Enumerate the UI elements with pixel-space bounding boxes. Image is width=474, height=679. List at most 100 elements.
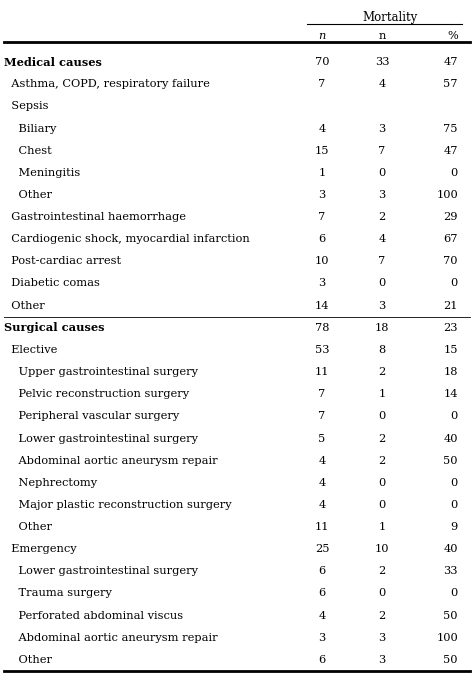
Text: Major plastic reconstruction surgery: Major plastic reconstruction surgery xyxy=(4,500,232,510)
Text: 21: 21 xyxy=(444,301,458,311)
Text: 50: 50 xyxy=(444,456,458,466)
Text: Nephrectomy: Nephrectomy xyxy=(4,478,97,488)
Text: 4: 4 xyxy=(319,124,326,134)
Text: 6: 6 xyxy=(319,589,326,598)
Text: 50: 50 xyxy=(444,655,458,665)
Text: 1: 1 xyxy=(378,389,386,399)
Text: Peripheral vascular surgery: Peripheral vascular surgery xyxy=(4,411,179,422)
Text: 0: 0 xyxy=(378,500,386,510)
Text: Sepsis: Sepsis xyxy=(4,101,48,111)
Text: 0: 0 xyxy=(451,278,458,289)
Text: 18: 18 xyxy=(444,367,458,377)
Text: 4: 4 xyxy=(378,234,386,244)
Text: 5: 5 xyxy=(319,433,326,443)
Text: 33: 33 xyxy=(375,57,389,67)
Text: 2: 2 xyxy=(378,566,386,576)
Text: 2: 2 xyxy=(378,212,386,222)
Text: 14: 14 xyxy=(315,301,329,311)
Text: 6: 6 xyxy=(319,234,326,244)
Text: 4: 4 xyxy=(319,500,326,510)
Text: 4: 4 xyxy=(378,79,386,89)
Text: 23: 23 xyxy=(444,323,458,333)
Text: Perforated abdominal viscus: Perforated abdominal viscus xyxy=(4,610,183,621)
Text: 3: 3 xyxy=(319,633,326,643)
Text: Elective: Elective xyxy=(4,345,57,355)
Text: 57: 57 xyxy=(444,79,458,89)
Text: 0: 0 xyxy=(451,500,458,510)
Text: 0: 0 xyxy=(378,168,386,178)
Text: 100: 100 xyxy=(436,190,458,200)
Text: 4: 4 xyxy=(319,478,326,488)
Text: 2: 2 xyxy=(378,367,386,377)
Text: 53: 53 xyxy=(315,345,329,355)
Text: 3: 3 xyxy=(378,190,386,200)
Text: 9: 9 xyxy=(451,522,458,532)
Text: 7: 7 xyxy=(319,389,326,399)
Text: 47: 47 xyxy=(444,145,458,155)
Text: 1: 1 xyxy=(378,522,386,532)
Text: Emergency: Emergency xyxy=(4,544,77,554)
Text: 10: 10 xyxy=(315,257,329,266)
Text: n: n xyxy=(319,31,326,41)
Text: 100: 100 xyxy=(436,633,458,643)
Text: Asthma, COPD, respiratory failure: Asthma, COPD, respiratory failure xyxy=(4,79,210,89)
Text: Trauma surgery: Trauma surgery xyxy=(4,589,112,598)
Text: 25: 25 xyxy=(315,544,329,554)
Text: Lower gastrointestinal surgery: Lower gastrointestinal surgery xyxy=(4,433,198,443)
Text: 0: 0 xyxy=(451,478,458,488)
Text: 7: 7 xyxy=(378,145,386,155)
Text: 0: 0 xyxy=(451,411,458,422)
Text: 70: 70 xyxy=(315,57,329,67)
Text: 3: 3 xyxy=(319,190,326,200)
Text: 70: 70 xyxy=(444,257,458,266)
Text: 33: 33 xyxy=(444,566,458,576)
Text: 8: 8 xyxy=(378,345,386,355)
Text: 15: 15 xyxy=(315,145,329,155)
Text: Mortality: Mortality xyxy=(363,11,418,24)
Text: 2: 2 xyxy=(378,456,386,466)
Text: Gastrointestinal haemorrhage: Gastrointestinal haemorrhage xyxy=(4,212,186,222)
Text: 3: 3 xyxy=(378,124,386,134)
Text: 29: 29 xyxy=(444,212,458,222)
Text: 75: 75 xyxy=(444,124,458,134)
Text: 15: 15 xyxy=(444,345,458,355)
Text: 4: 4 xyxy=(319,610,326,621)
Text: n: n xyxy=(378,31,386,41)
Text: 3: 3 xyxy=(378,633,386,643)
Text: Pelvic reconstruction surgery: Pelvic reconstruction surgery xyxy=(4,389,189,399)
Text: Lower gastrointestinal surgery: Lower gastrointestinal surgery xyxy=(4,566,198,576)
Text: 50: 50 xyxy=(444,610,458,621)
Text: 14: 14 xyxy=(444,389,458,399)
Text: 7: 7 xyxy=(319,79,326,89)
Text: 40: 40 xyxy=(444,544,458,554)
Text: 3: 3 xyxy=(378,655,386,665)
Text: Upper gastrointestinal surgery: Upper gastrointestinal surgery xyxy=(4,367,198,377)
Text: 0: 0 xyxy=(451,168,458,178)
Text: 47: 47 xyxy=(444,57,458,67)
Text: 7: 7 xyxy=(378,257,386,266)
Text: Other: Other xyxy=(4,522,52,532)
Text: 11: 11 xyxy=(315,367,329,377)
Text: Meningitis: Meningitis xyxy=(4,168,80,178)
Text: Other: Other xyxy=(4,301,45,311)
Text: 0: 0 xyxy=(378,478,386,488)
Text: 67: 67 xyxy=(444,234,458,244)
Text: 3: 3 xyxy=(378,301,386,311)
Text: 3: 3 xyxy=(319,278,326,289)
Text: 10: 10 xyxy=(375,544,389,554)
Text: 6: 6 xyxy=(319,566,326,576)
Text: 4: 4 xyxy=(319,456,326,466)
Text: 40: 40 xyxy=(444,433,458,443)
Text: Other: Other xyxy=(4,190,52,200)
Text: Surgical causes: Surgical causes xyxy=(4,323,104,333)
Text: Post-cardiac arrest: Post-cardiac arrest xyxy=(4,257,121,266)
Text: 1: 1 xyxy=(319,168,326,178)
Text: Cardiogenic shock, myocardial infarction: Cardiogenic shock, myocardial infarction xyxy=(4,234,250,244)
Text: 2: 2 xyxy=(378,610,386,621)
Text: Abdominal aortic aneurysm repair: Abdominal aortic aneurysm repair xyxy=(4,456,218,466)
Text: 2: 2 xyxy=(378,433,386,443)
Text: 18: 18 xyxy=(375,323,389,333)
Text: 0: 0 xyxy=(378,278,386,289)
Text: 0: 0 xyxy=(378,411,386,422)
Text: 78: 78 xyxy=(315,323,329,333)
